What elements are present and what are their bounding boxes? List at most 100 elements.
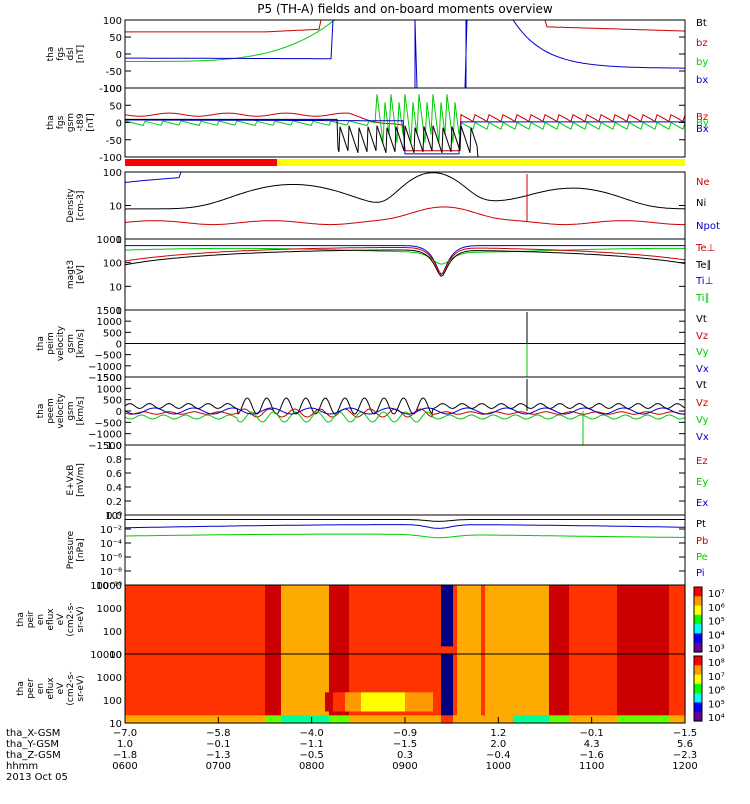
peer_spec-cell <box>337 681 342 685</box>
peer_spec-cell <box>417 681 422 685</box>
peer_spec-cell <box>585 681 590 685</box>
peer_spec-cell <box>593 692 598 696</box>
peir_spec-cell <box>585 631 590 635</box>
peer_spec-cell <box>313 692 318 696</box>
peir_spec-cell <box>593 635 598 639</box>
peir_spec-cell <box>617 604 622 608</box>
peir_spec-cell <box>405 620 410 624</box>
peir_spec-cell <box>133 612 138 616</box>
peir_spec-cell <box>365 585 370 589</box>
peir_spec-cell <box>213 604 218 608</box>
peer_spec-cell <box>573 654 578 658</box>
peer_spec-cell <box>273 685 278 689</box>
peir_spec-cell <box>421 585 426 589</box>
peir_spec-cell <box>293 589 298 593</box>
peir_spec-cell <box>629 612 634 616</box>
peir_spec-cell <box>277 643 282 647</box>
peir_spec-cell <box>337 608 342 612</box>
peir_spec-cell <box>589 623 594 627</box>
peer_spec-cell <box>349 654 354 658</box>
peir_spec-cell <box>389 627 394 631</box>
peer_spec-cell <box>481 685 486 689</box>
peer_spec-cell <box>405 662 410 666</box>
peer_spec-cell <box>561 708 566 712</box>
peer_spec-cell <box>153 696 158 700</box>
peer_spec-cell <box>341 681 346 685</box>
peer_spec-cell <box>145 681 150 685</box>
peer_spec-cell <box>409 700 414 704</box>
peer_spec-cell <box>137 704 142 708</box>
peir_spec-cell <box>521 631 526 635</box>
peir_spec-cell <box>633 604 638 608</box>
peir_spec-cell <box>197 593 202 597</box>
peer_spec-cell <box>533 673 538 677</box>
peir_spec-cell <box>197 635 202 639</box>
peir_spec-cell <box>573 627 578 631</box>
peer_spec-cell <box>201 658 206 662</box>
peer_spec-cell <box>305 704 310 708</box>
peir_spec-cell <box>493 608 498 612</box>
peir_spec-cell <box>445 589 450 593</box>
peir_spec-cell <box>261 600 266 604</box>
peer_spec-cell <box>501 696 506 700</box>
peir_spec-cell <box>437 593 442 597</box>
peir_spec-cell <box>353 589 358 593</box>
peer_spec-cell <box>157 677 162 681</box>
peir_spec-cell <box>257 643 262 647</box>
peer_spec-cell <box>417 685 422 689</box>
peer_spec-cell <box>333 681 338 685</box>
peer_spec-cell <box>445 712 450 716</box>
peer_spec-cell <box>153 712 158 716</box>
efield-ytick: 0.2 <box>106 497 122 508</box>
peir_spec-cell <box>237 593 242 597</box>
peir_spec-cell <box>261 597 266 601</box>
peer_spec-cell <box>573 677 578 681</box>
peer_spec-cell <box>493 654 498 658</box>
peir_spec-cell <box>333 597 338 601</box>
peer_spec-cell <box>613 692 618 696</box>
peir_spec-cell <box>369 600 374 604</box>
peir_spec-cell <box>581 627 586 631</box>
peer_spec-cell <box>501 715 506 719</box>
peir_spec-cell <box>561 585 566 589</box>
peer_spec-cell <box>549 689 554 693</box>
peir_spec-cell <box>489 620 494 624</box>
peir_spec-cell <box>325 639 330 643</box>
peer_spec-cell <box>577 681 582 685</box>
peer_spec-cell <box>257 662 262 666</box>
peer_spec-ylabel: (cm2-s- <box>66 671 76 705</box>
peer_spec-cell <box>385 708 390 712</box>
peer_spec-cell <box>469 666 474 670</box>
peir_spec-cell <box>317 635 322 639</box>
peer_spec-cell <box>237 692 242 696</box>
peir_spec-cell <box>369 608 374 612</box>
peer_spec-cell <box>329 708 334 712</box>
peir_spec-cell <box>145 600 150 604</box>
peir_spec-cell <box>301 585 306 589</box>
peir_spec-cell <box>541 631 546 635</box>
peer_spec-cell <box>497 692 502 696</box>
peer_spec-cell <box>565 681 570 685</box>
peir_spec-cell <box>417 589 422 593</box>
peer_spec-cell <box>181 689 186 693</box>
peir_spec-cell <box>281 585 286 589</box>
peir_spec-cell <box>677 623 682 627</box>
peir_spec-cell <box>253 631 258 635</box>
peir_spec-cell <box>229 608 234 612</box>
peir_spec-cell <box>673 620 678 624</box>
peer_spec-cell <box>613 673 618 677</box>
peer_spec-cell <box>209 704 214 708</box>
peir_spec-cell <box>537 612 542 616</box>
peer_spec-cell <box>197 685 202 689</box>
peir_spec-cell <box>441 593 446 597</box>
peir_spec-cell <box>197 631 202 635</box>
peir_spec-cell <box>525 616 530 620</box>
peir_spec-cell <box>497 597 502 601</box>
peir_spec-cell <box>493 620 498 624</box>
peer_spec-cell <box>365 662 370 666</box>
peir_spec-cell <box>321 585 326 589</box>
peir_spec-cell <box>169 635 174 639</box>
peir_spec-cell <box>669 612 674 616</box>
peer_spec-cell <box>441 666 446 670</box>
peer_spec-cell <box>605 654 610 658</box>
